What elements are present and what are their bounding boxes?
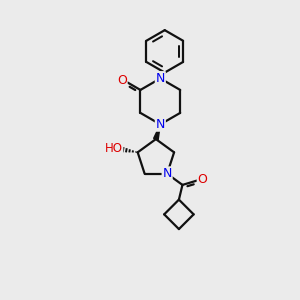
Text: N: N <box>156 72 165 85</box>
Text: O: O <box>197 173 207 186</box>
Text: HO: HO <box>104 142 122 155</box>
Text: N: N <box>163 167 172 180</box>
Text: N: N <box>156 118 165 131</box>
Text: O: O <box>117 74 127 87</box>
Polygon shape <box>154 124 160 140</box>
